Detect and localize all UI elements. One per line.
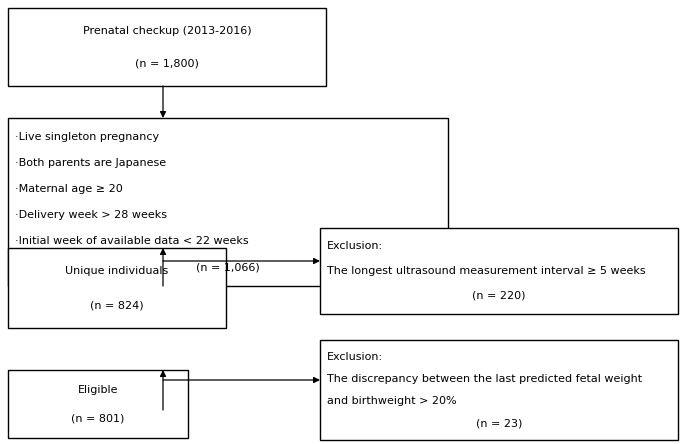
Text: (n = 1,066): (n = 1,066): [196, 262, 260, 272]
Text: Prenatal checkup (2013-2016): Prenatal checkup (2013-2016): [83, 25, 251, 36]
Text: (n = 1,800): (n = 1,800): [135, 59, 199, 68]
Text: ·Maternal age ≥ 20: ·Maternal age ≥ 20: [15, 184, 123, 194]
Bar: [320, 228, 678, 314]
Text: (n = 824): (n = 824): [90, 300, 144, 310]
Text: (n = 220): (n = 220): [472, 291, 526, 301]
Text: and birthweight > 20%: and birthweight > 20%: [327, 396, 457, 406]
Text: ·Delivery week > 28 weeks: ·Delivery week > 28 weeks: [15, 210, 167, 220]
Text: Exclusion:: Exclusion:: [327, 352, 383, 362]
Text: ·Both parents are Japanese: ·Both parents are Japanese: [15, 158, 166, 168]
Bar: [8, 118, 448, 286]
Text: (n = 23): (n = 23): [476, 418, 522, 428]
Bar: [8, 248, 226, 328]
Text: Exclusion:: Exclusion:: [327, 242, 383, 251]
Text: Eligible: Eligible: [78, 385, 119, 395]
Text: The longest ultrasound measurement interval ≥ 5 weeks: The longest ultrasound measurement inter…: [327, 266, 646, 276]
Bar: [8, 8, 326, 86]
Text: The discrepancy between the last predicted fetal weight: The discrepancy between the last predict…: [327, 374, 642, 384]
Text: ·Live singleton pregnancy: ·Live singleton pregnancy: [15, 132, 159, 142]
Bar: [8, 370, 188, 438]
Bar: [320, 340, 678, 440]
Text: ·Initial week of available data < 22 weeks: ·Initial week of available data < 22 wee…: [15, 236, 249, 246]
Text: (n = 801): (n = 801): [71, 413, 125, 423]
Text: Unique individuals: Unique individuals: [65, 266, 169, 276]
